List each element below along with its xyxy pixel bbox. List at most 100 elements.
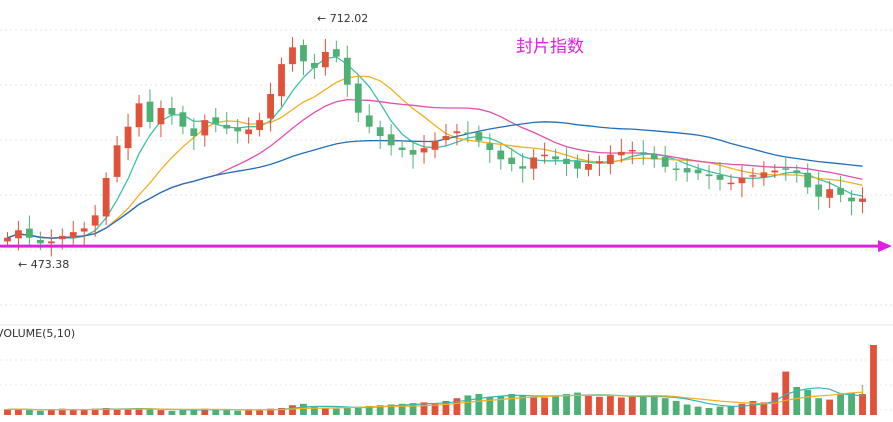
volume-bar <box>727 405 735 415</box>
candle-body <box>815 184 823 197</box>
candle-body <box>826 189 834 198</box>
volume-bar <box>530 396 538 415</box>
volume-bar <box>376 405 384 415</box>
volume-bar <box>157 410 165 415</box>
candle-body <box>606 154 614 164</box>
volume-bar <box>343 408 351 415</box>
candle-body <box>321 52 329 68</box>
volume-bar <box>716 406 724 415</box>
candle-body <box>36 239 44 244</box>
volume-bar <box>585 395 592 415</box>
volume-bar <box>431 403 439 415</box>
candle-body <box>212 117 220 124</box>
candle-body <box>234 127 242 132</box>
volume-bar <box>848 392 855 415</box>
volume-bar <box>749 401 757 415</box>
candle-body <box>530 157 538 169</box>
volume-bar <box>80 409 88 415</box>
volume-bar <box>146 409 154 415</box>
volume-bar <box>683 404 691 415</box>
candle-body <box>508 157 516 164</box>
volume-bar <box>36 410 44 415</box>
volume-bar <box>464 395 472 415</box>
volume-bar <box>332 408 340 415</box>
candle-body <box>69 232 77 238</box>
candle-body <box>58 235 66 240</box>
candle-body <box>223 124 231 129</box>
volume-bar <box>782 371 790 415</box>
candle-body <box>179 112 187 127</box>
volume-bar <box>69 410 77 415</box>
candle-body <box>848 197 855 202</box>
volume-bar <box>278 408 285 415</box>
volume-bar <box>453 398 461 415</box>
volume-bar <box>815 398 823 415</box>
volume-bar <box>837 394 844 415</box>
candle-body <box>343 57 351 85</box>
candle-body <box>859 198 866 202</box>
volume-bar <box>168 410 176 415</box>
volume-bar <box>113 409 121 415</box>
candle-body <box>300 45 307 62</box>
volume-bar <box>91 408 99 415</box>
volume-ma10-line <box>7 386 864 411</box>
volume-bar <box>738 403 746 415</box>
candle-body <box>453 131 461 134</box>
volume-bar <box>365 405 373 415</box>
candle-body <box>782 168 790 170</box>
volume-bar <box>694 406 702 415</box>
volume-bar <box>4 409 11 415</box>
candle-body <box>267 94 274 119</box>
volume-bar <box>826 399 834 415</box>
candle-body <box>113 145 121 177</box>
volume-bar <box>212 409 220 415</box>
volume-bar <box>135 408 143 415</box>
volume-bar <box>617 397 625 415</box>
candle-body <box>749 175 757 177</box>
volume-bar <box>190 409 198 415</box>
candle-body <box>486 143 494 150</box>
support-line <box>0 240 892 253</box>
volume-bar <box>541 397 549 415</box>
candle-body <box>80 228 88 232</box>
candle-body <box>661 157 669 167</box>
candle-body <box>672 168 680 170</box>
candle-body <box>628 150 636 152</box>
candle-body <box>793 170 801 174</box>
volume-title: VOLUME(5,10) <box>0 327 75 340</box>
candle-body <box>91 215 99 226</box>
chart-title: 封片指数 <box>516 37 584 57</box>
volume-bar <box>639 395 647 415</box>
volume-bar <box>311 406 318 415</box>
candle-body <box>47 241 55 244</box>
volume-bar <box>870 345 877 415</box>
candle-body <box>497 150 505 160</box>
candle-body <box>201 120 209 136</box>
candle-body <box>596 161 603 163</box>
candle-body <box>354 83 362 113</box>
volume-bar <box>321 408 329 415</box>
volume-bar <box>420 402 428 415</box>
volume-bar <box>47 409 55 415</box>
candle-body <box>102 178 110 217</box>
high-label: ← 712.02 <box>317 12 368 25</box>
candle-body <box>639 152 647 154</box>
candle-body <box>278 64 285 97</box>
candle-body <box>157 108 165 125</box>
volume-bar <box>245 410 253 415</box>
volume-bar <box>58 408 66 415</box>
volume-bar <box>628 396 636 415</box>
candle-body <box>168 108 176 115</box>
volume-bar <box>508 394 516 415</box>
candle-body <box>26 228 33 238</box>
volume-bar <box>650 396 658 415</box>
volume-bar <box>771 392 779 415</box>
volume-bar <box>300 403 307 415</box>
volume-bar <box>552 395 559 415</box>
candle-body <box>585 164 592 170</box>
volume-bar <box>563 394 570 415</box>
volume-ma-lines <box>7 385 864 411</box>
volume-bar <box>26 410 33 415</box>
volume-bar <box>179 410 187 415</box>
